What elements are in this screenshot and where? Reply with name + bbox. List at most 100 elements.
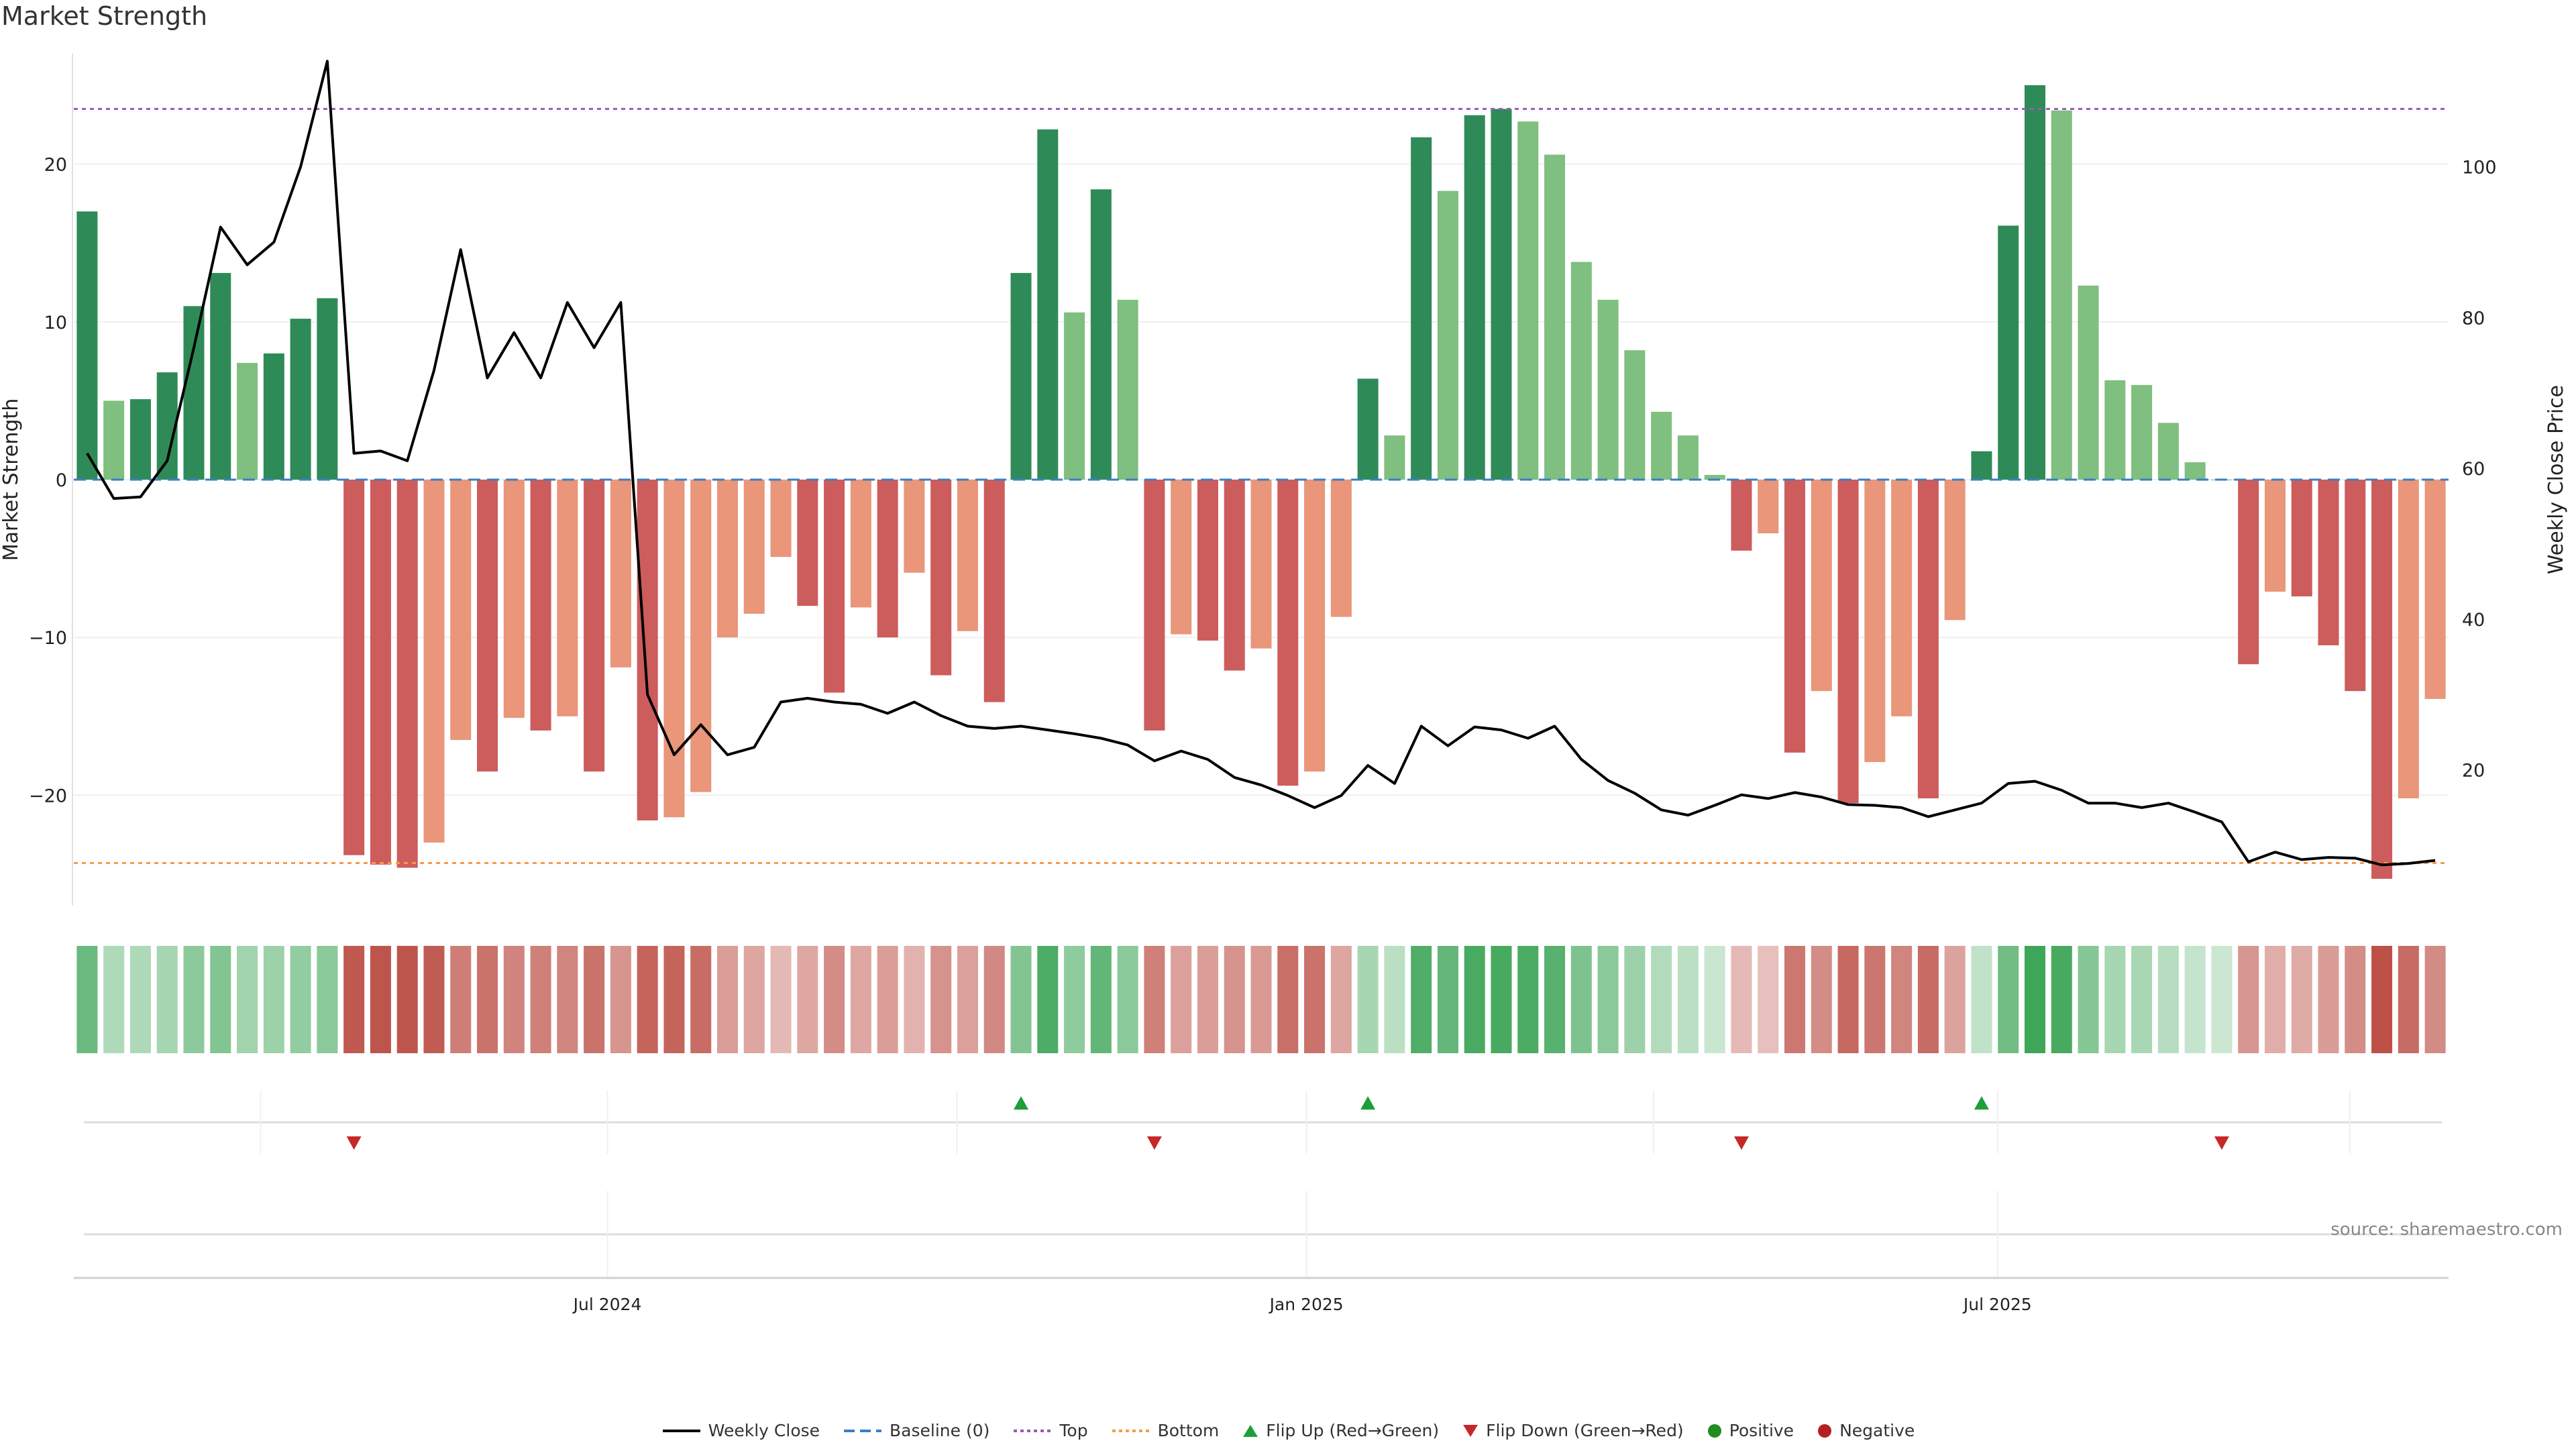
- heat-cell: [1837, 946, 1859, 1053]
- positive-bar: [1491, 109, 1512, 480]
- negative-bar: [2371, 480, 2393, 879]
- heat-cell: [2291, 946, 2312, 1053]
- positive-bar: [2184, 462, 2206, 480]
- negative-bar: [1304, 480, 1326, 772]
- heat-cell: [210, 946, 231, 1053]
- negative-bar: [477, 480, 498, 772]
- heat-cell: [584, 946, 605, 1053]
- heat-cell: [1250, 946, 1272, 1053]
- heat-cell: [1597, 946, 1619, 1053]
- heat-cell: [1758, 946, 1779, 1053]
- heat-cell: [156, 946, 178, 1053]
- legend-label: Flip Down (Green→Red): [1486, 1421, 1684, 1440]
- heat-cell: [1864, 946, 1886, 1053]
- heat-cell: [610, 946, 631, 1053]
- legend-item-negative: Negative: [1817, 1421, 1915, 1440]
- positive-bar: [210, 272, 231, 480]
- heat-cell: [1570, 946, 1592, 1053]
- heat-cell: [957, 946, 978, 1053]
- positive-bar: [1117, 299, 1138, 480]
- positive-bar: [2024, 85, 2045, 480]
- negative-bar: [2238, 480, 2259, 665]
- flip-up-marker: [1360, 1096, 1376, 1110]
- legend-label: Negative: [1839, 1421, 1915, 1440]
- flip-down-marker: [1733, 1136, 1749, 1150]
- y2-axis-label: Weekly Close Price: [2544, 385, 2568, 574]
- heat-cell: [1411, 946, 1432, 1053]
- negative-bar: [930, 480, 952, 676]
- negative-bar: [2345, 480, 2366, 692]
- heat-cell: [850, 946, 871, 1053]
- negative-bar: [396, 480, 418, 868]
- positive-bar: [1651, 411, 1672, 480]
- price-line-layer: [86, 60, 2436, 867]
- source-label: source: sharemaestro.com: [2330, 1220, 2563, 1240]
- heat-cell: [2211, 946, 2233, 1053]
- heat-cell: [237, 946, 258, 1053]
- heat-cell: [103, 946, 125, 1053]
- heat-cell: [503, 946, 525, 1053]
- legend-item-positive: Positive: [1707, 1421, 1794, 1440]
- negative-bar: [716, 480, 739, 638]
- heat-cell: [477, 946, 498, 1053]
- x-tick-label: Jul 2024: [572, 1295, 642, 1314]
- flip-down-marker: [2214, 1136, 2229, 1150]
- negative-bar: [1277, 480, 1299, 786]
- positive-bar: [1090, 189, 1112, 480]
- positive-bar: [1971, 451, 1992, 480]
- heat-cell: [1704, 946, 1725, 1053]
- legend-label: Top: [1059, 1421, 1088, 1440]
- heat-cell: [824, 946, 845, 1053]
- y2-tick-label: 100: [2462, 158, 2497, 178]
- negative-bar: [824, 480, 845, 693]
- legend-swatch-icon: [1111, 1424, 1151, 1438]
- positive-bar: [1064, 312, 1085, 480]
- heat-cell: [2184, 946, 2206, 1053]
- heat-cell: [1437, 946, 1458, 1053]
- heat-cell: [1784, 946, 1806, 1053]
- heat-cell: [343, 946, 365, 1053]
- heat-cell: [1010, 946, 1032, 1053]
- heat-cell: [2024, 946, 2045, 1053]
- flip-down-marker: [346, 1136, 362, 1150]
- negative-bar: [743, 480, 765, 614]
- heat-cell: [2398, 946, 2419, 1053]
- flip-up-marker: [1014, 1096, 1029, 1110]
- y-tick-label: 0: [56, 470, 67, 491]
- positive-bar: [2131, 384, 2153, 480]
- negative-bar: [1224, 480, 1245, 671]
- negative-bar: [2291, 480, 2312, 597]
- negative-bar: [1731, 480, 1752, 551]
- negative-bar: [1758, 480, 1779, 533]
- negative-bar: [637, 480, 658, 820]
- y2-tick-label: 40: [2462, 610, 2485, 631]
- negative-bar: [797, 480, 818, 606]
- negative-bar: [1144, 480, 1165, 731]
- legend-item-top: Top: [1012, 1421, 1088, 1440]
- heat-cell: [1304, 946, 1326, 1053]
- weekly-close-line: [86, 60, 2436, 867]
- heat-cell: [1944, 946, 1966, 1053]
- heat-cell: [716, 946, 739, 1053]
- y-tick-label: 10: [44, 313, 67, 333]
- legend-swatch-icon: [661, 1424, 702, 1438]
- negative-bar: [770, 480, 792, 557]
- heat-cell: [1517, 946, 1539, 1053]
- y-axis-label: Market Strength: [0, 398, 23, 561]
- heat-cell: [423, 946, 445, 1053]
- legend-swatch-icon: [1707, 1423, 1723, 1439]
- negative-bar: [1250, 480, 1272, 649]
- negative-bar: [1330, 480, 1352, 617]
- legend-swatch-icon: [1817, 1423, 1833, 1439]
- heat-cell: [1357, 946, 1379, 1053]
- negative-bar: [610, 480, 631, 667]
- heat-cell: [904, 946, 925, 1053]
- legend-swatch-icon: [1462, 1424, 1479, 1438]
- heat-cell: [983, 946, 1005, 1053]
- heat-cell: [557, 946, 578, 1053]
- strength-bars: [76, 85, 2446, 879]
- heat-cell: [2371, 946, 2393, 1053]
- positive-bar: [2104, 380, 2126, 480]
- heat-cell: [1971, 946, 1992, 1053]
- legend-item-bottom: Bottom: [1111, 1421, 1219, 1440]
